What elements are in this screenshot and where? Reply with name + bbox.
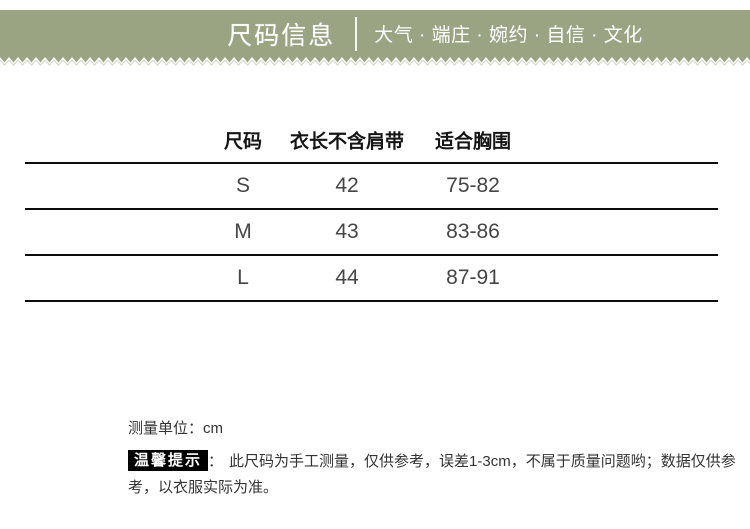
size-table: 尺码 衣长不含肩带 适合胸围 S 42 75-82 M 43 83-86 L 4… xyxy=(25,118,718,302)
cell-bust: 87-91 xyxy=(446,266,500,289)
header-tagline: 大气 · 端庄 · 婉约 · 自信 · 文化 xyxy=(374,25,643,46)
cell-length: 43 xyxy=(335,220,359,243)
header-divider xyxy=(355,16,358,51)
cell-length: 44 xyxy=(335,266,359,289)
table-header-row: 尺码 衣长不含肩带 适合胸围 xyxy=(25,118,718,164)
tip-line-1: 温馨提示： 此尺码为手工测量，仅供参考，误差1-3cm，不属于质量问题哟；数据仅供… xyxy=(128,449,736,475)
cell-size: L xyxy=(237,266,249,289)
unit-label: 测量单位：cm xyxy=(128,420,223,437)
tip-line-2: 考，以衣服实际为准。 xyxy=(128,475,728,501)
cell-length: 42 xyxy=(335,174,359,197)
table-row: L 44 87-91 xyxy=(25,256,718,302)
tip-text-line-1: 此尺码为手工测量，仅供参考，误差1-3cm，不属于质量问题哟；数据仅供参 xyxy=(229,453,736,470)
zigzag-edge xyxy=(0,57,750,67)
table-row: S 42 75-82 xyxy=(25,164,718,210)
header-band: 尺码信息 大气 · 端庄 · 婉约 · 自信 · 文化 xyxy=(0,10,750,57)
col-header-bust: 适合胸围 xyxy=(434,131,512,153)
table-row: M 43 83-86 xyxy=(25,210,718,256)
cell-size: S xyxy=(235,174,251,197)
tip-text-line-2: 考，以衣服实际为准。 xyxy=(128,479,279,496)
tip-badge: 温馨提示 xyxy=(128,450,209,471)
col-header-length: 衣长不含肩带 xyxy=(289,131,405,153)
cell-bust: 75-82 xyxy=(446,174,500,197)
tip-colon: ： xyxy=(208,453,224,470)
col-header-size: 尺码 xyxy=(223,131,263,153)
tip-block: 温馨提示： 此尺码为手工测量，仅供参考，误差1-3cm，不属于质量问题哟；数据仅供… xyxy=(128,449,736,501)
page-title: 尺码信息 xyxy=(227,21,336,50)
cell-size: M xyxy=(234,220,252,243)
header-band-content: 尺码信息 大气 · 端庄 · 婉约 · 自信 · 文化 xyxy=(60,10,750,57)
cell-bust: 83-86 xyxy=(446,220,500,243)
